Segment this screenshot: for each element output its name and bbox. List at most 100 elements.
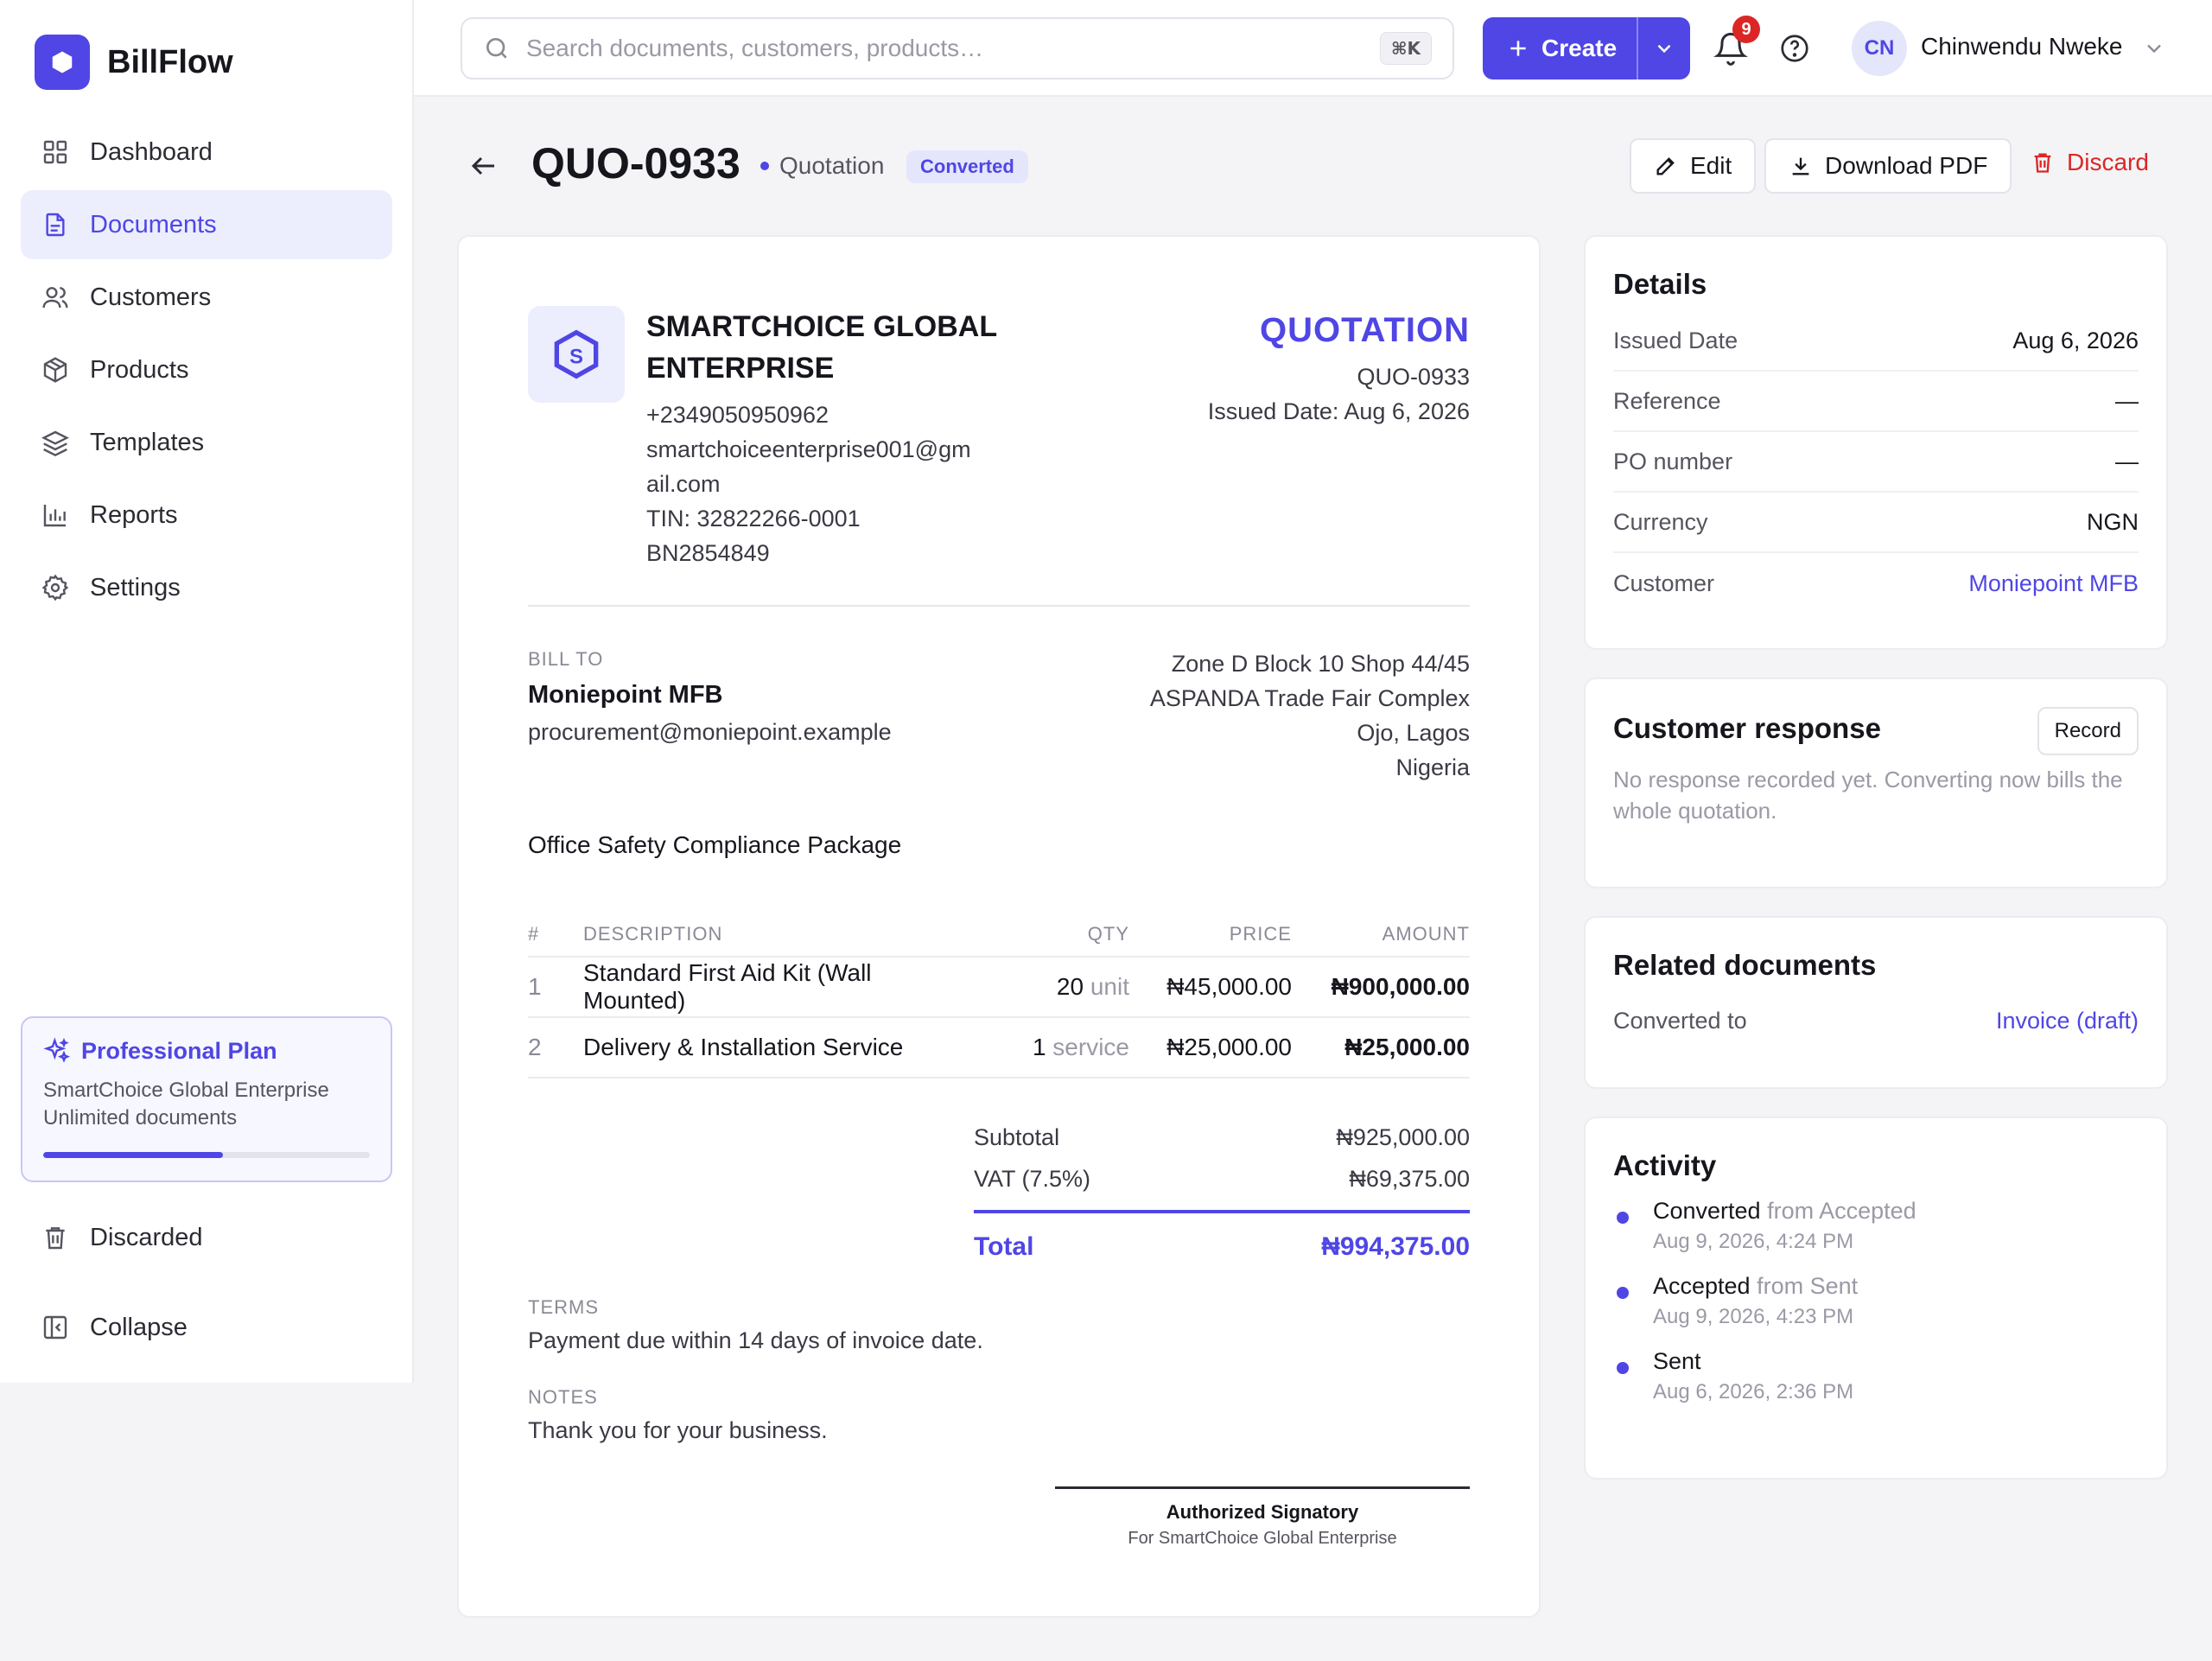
table-row: 2 Delivery & Installation Service 1 serv… bbox=[528, 1018, 1470, 1079]
plan-title: Professional Plan bbox=[43, 1037, 370, 1065]
chevron-down-icon[interactable] bbox=[2142, 36, 2166, 60]
activity-item: Sent Aug 6, 2026, 2:36 PM bbox=[1613, 1348, 2139, 1404]
record-button[interactable]: Record bbox=[2037, 707, 2139, 755]
brand-name: BillFlow bbox=[107, 43, 233, 80]
users-icon bbox=[42, 287, 68, 309]
signatory-for: For SmartChoice Global Enterprise bbox=[1128, 1529, 1397, 1548]
detail-row: Customer Moniepoint MFB bbox=[1613, 570, 2139, 596]
detail-row: PO number — bbox=[1613, 432, 2139, 493]
customer-link[interactable]: Moniepoint MFB bbox=[1968, 570, 2139, 596]
sidebar-item-label: Reports bbox=[90, 500, 178, 529]
page-title: QUO-0933 bbox=[531, 139, 741, 188]
doc-type-dot bbox=[760, 162, 769, 170]
sidebar: BillFlow Dashboard Documents Customers P… bbox=[0, 0, 414, 1383]
plan-limit: Unlimited documents bbox=[43, 1106, 238, 1130]
plan-company: SmartChoice Global Enterprise bbox=[43, 1079, 329, 1102]
chevron-down-icon bbox=[1657, 44, 1671, 54]
document-number: QUO-0933 bbox=[1357, 364, 1470, 390]
notes-text: Thank you for your business. bbox=[528, 1417, 828, 1443]
sidebar-item-reports[interactable]: Reports bbox=[21, 480, 392, 550]
back-arrow-icon[interactable] bbox=[468, 150, 499, 181]
search-shortcut: ⌘K bbox=[1379, 32, 1432, 65]
hexagon-logo-icon: S bbox=[554, 329, 599, 379]
sparkles-icon bbox=[43, 1037, 71, 1063]
company-name: SMARTCHOICE GLOBAL ENTERPRISE bbox=[646, 310, 997, 385]
sidebar-item-settings[interactable]: Settings bbox=[21, 553, 392, 622]
bill-to-name: Moniepoint MFB bbox=[528, 681, 723, 709]
sidebar-item-products[interactable]: Products bbox=[21, 335, 392, 404]
sidebar-item-templates[interactable]: Templates bbox=[21, 408, 392, 477]
details-panel: Details Issued Date Aug 6, 2026 Reference… bbox=[1584, 235, 2168, 650]
activity-dot bbox=[1617, 1362, 1629, 1374]
detail-row: Issued Date Aug 6, 2026 bbox=[1613, 311, 2139, 372]
sidebar-item-label: Dashboard bbox=[90, 137, 213, 166]
avatar[interactable]: CN bbox=[1852, 21, 1907, 76]
company-tin: TIN: 32822266-0001 bbox=[646, 506, 861, 531]
download-pdf-button[interactable]: Download PDF bbox=[1764, 138, 2012, 194]
terms-text: Payment due within 14 days of invoice da… bbox=[528, 1327, 983, 1353]
create-dropdown-button[interactable] bbox=[1638, 17, 1690, 80]
document-icon bbox=[46, 213, 65, 237]
activity-panel: Activity Converted from Accepted Aug 9, … bbox=[1584, 1117, 2168, 1480]
sidebar-item-documents[interactable]: Documents bbox=[21, 190, 392, 259]
document-meta: QUO-0933 Issued Date: Aug 6, 2026 bbox=[1208, 360, 1470, 429]
company-logo: S bbox=[528, 306, 625, 403]
detail-row: Currency NGN bbox=[1613, 493, 2139, 553]
detail-row: Reference — bbox=[1613, 372, 2139, 432]
box-icon bbox=[43, 357, 67, 383]
plus-icon bbox=[1510, 41, 1526, 56]
sidebar-item-label: Documents bbox=[90, 210, 217, 239]
related-row: Converted to Invoice (draft) bbox=[1613, 1007, 2139, 1034]
trash-icon bbox=[2034, 153, 2051, 173]
plan-card[interactable]: Professional Plan SmartChoice Global Ent… bbox=[21, 1016, 392, 1182]
create-button[interactable]: Create bbox=[1483, 17, 1638, 80]
brand[interactable]: BillFlow bbox=[35, 35, 233, 90]
sidebar-item-label: Products bbox=[90, 355, 189, 384]
create-button-group: Create bbox=[1483, 17, 1690, 80]
document-preview: S SMARTCHOICE GLOBAL ENTERPRISE +2349050… bbox=[457, 235, 1541, 1618]
signature-block: Authorized Signatory For SmartChoice Glo… bbox=[1055, 1486, 1470, 1549]
sidebar-item-dashboard[interactable]: Dashboard bbox=[21, 118, 392, 187]
dashboard-icon bbox=[43, 140, 67, 164]
edit-button[interactable]: Edit bbox=[1630, 138, 1757, 194]
sidebar-nav: Dashboard Documents Customers Products T… bbox=[21, 118, 392, 626]
search-input[interactable]: Search documents, customers, products… ⌘… bbox=[461, 17, 1454, 80]
bill-to-label: BILL TO bbox=[528, 648, 604, 670]
sidebar-item-label: Collapse bbox=[90, 1313, 188, 1341]
sidebar-item-discarded[interactable]: Discarded bbox=[21, 1203, 392, 1272]
search-icon bbox=[486, 38, 507, 59]
collapse-icon bbox=[43, 1315, 67, 1340]
totals: Subtotal ₦925,000.00 VAT (7.5%) ₦69,375.00… bbox=[974, 1117, 1470, 1262]
divider bbox=[528, 605, 1470, 607]
svg-text:S: S bbox=[569, 346, 583, 369]
related-documents-panel: Related documents Converted to Invoice (d… bbox=[1584, 916, 2168, 1089]
document-subject: Office Safety Compliance Package bbox=[528, 831, 902, 858]
help-icon[interactable] bbox=[1779, 33, 1810, 64]
company-email-cont: ail.com bbox=[646, 471, 721, 497]
related-invoice-link[interactable]: Invoice (draft) bbox=[1995, 1007, 2139, 1034]
sidebar-collapse-button[interactable]: Collapse bbox=[21, 1293, 392, 1362]
discard-button[interactable]: Discard bbox=[2031, 149, 2149, 176]
bill-to-address: Zone D Block 10 Shop 44/45 ASPANDA Trade… bbox=[1149, 651, 1470, 780]
company-details: +2349050950962 smartchoiceenterprise001@… bbox=[646, 398, 992, 570]
activity-item: Accepted from Sent Aug 9, 2026, 4:23 PM bbox=[1613, 1273, 2139, 1329]
bar-chart-icon bbox=[43, 505, 66, 527]
activity-dot bbox=[1617, 1287, 1629, 1299]
activity-item: Converted from Accepted Aug 9, 2026, 4:2… bbox=[1613, 1198, 2139, 1254]
layers-icon bbox=[41, 430, 69, 456]
sidebar-item-label: Customers bbox=[90, 283, 212, 311]
sidebar-item-label: Templates bbox=[90, 428, 205, 456]
bell-icon[interactable] bbox=[1713, 31, 1748, 66]
brand-logo-icon bbox=[35, 35, 90, 90]
topbar: Search documents, customers, products… ⌘… bbox=[414, 0, 2212, 97]
bill-to-email: procurement@moniepoint.example bbox=[528, 719, 892, 745]
document-kind: QUOTATION bbox=[1259, 311, 1470, 349]
line-items-table: # DESCRIPTION QTY PRICE AMOUNT 1 Standar… bbox=[528, 913, 1470, 1079]
sidebar-item-customers[interactable]: Customers bbox=[21, 263, 392, 332]
activity-title: Activity bbox=[1613, 1149, 1717, 1181]
customer-response-panel: Customer response Record No response rec… bbox=[1584, 678, 2168, 888]
user-name[interactable]: Chinwendu Nweke bbox=[1921, 33, 2123, 60]
gear-icon bbox=[41, 574, 69, 601]
company-phone: +2349050950962 bbox=[646, 402, 829, 428]
total-divider bbox=[974, 1210, 1470, 1213]
